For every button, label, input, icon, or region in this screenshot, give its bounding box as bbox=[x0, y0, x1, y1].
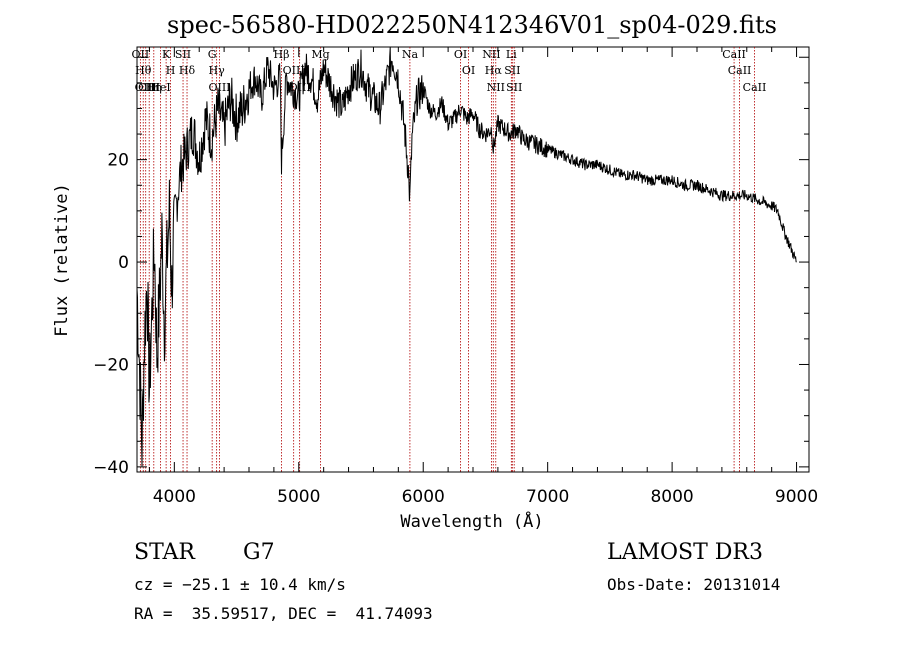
line-marker-label: OIII bbox=[208, 81, 230, 94]
x-axis-label: Wavelength (Å) bbox=[400, 510, 543, 532]
line-marker-label: OIII bbox=[138, 81, 160, 94]
line-marker-label: SII bbox=[506, 81, 522, 94]
line-marker-label: Hα bbox=[485, 64, 503, 77]
line-marker-label: NII bbox=[487, 81, 505, 94]
line-marker-label: CaII bbox=[743, 81, 767, 94]
line-marker-label: OIII bbox=[283, 64, 305, 77]
line-marker-label: Hδ bbox=[179, 64, 196, 77]
x-tick-label: 4000 bbox=[153, 487, 196, 507]
line-marker-label: HeI bbox=[150, 81, 170, 94]
line-marker-label: SII bbox=[504, 64, 520, 77]
line-marker-label: NII bbox=[482, 48, 500, 61]
redshift-velocity: cz = −25.1 ± 10.4 km/s bbox=[134, 575, 346, 594]
spectrum-line bbox=[136, 47, 797, 467]
line-marker-label: Hη bbox=[146, 81, 162, 94]
survey-release: LAMOST DR3 bbox=[607, 540, 763, 565]
x-tick-label: 8000 bbox=[650, 487, 693, 507]
line-marker-label: OII bbox=[132, 48, 150, 61]
spectral-subclass: G7 bbox=[243, 540, 275, 565]
line-marker-label: Hθ bbox=[135, 64, 152, 77]
line-marker-label: CaII bbox=[722, 48, 746, 61]
object-class: STAR bbox=[134, 540, 195, 565]
coordinates: RA = 35.59517, DEC = 41.74093 bbox=[134, 604, 433, 623]
emission-line-labels: OIIHθOIIIOIIIHηHeIKHSIIHδGHγOIIIHβOIIIOI… bbox=[132, 48, 767, 94]
line-marker-label: Mg bbox=[311, 48, 329, 61]
line-marker-label: SII bbox=[175, 48, 191, 61]
y-tick-label: −20 bbox=[93, 355, 129, 375]
y-axis-ticks: −40 −20 0 20 bbox=[93, 56, 809, 478]
chart-title: spec-56580-HD022250N412346V01_sp04-029.f… bbox=[167, 11, 777, 39]
line-marker-label: G bbox=[208, 48, 217, 61]
line-marker-label: OI bbox=[462, 64, 475, 77]
spectrum-chart: spec-56580-HD022250N412346V01_sp04-029.f… bbox=[52, 11, 818, 532]
line-marker-label: CaII bbox=[728, 64, 752, 77]
x-tick-label: 6000 bbox=[402, 487, 445, 507]
line-marker-label: Hβ bbox=[274, 48, 290, 61]
line-marker-label: Li bbox=[506, 48, 517, 61]
line-marker-label: Na bbox=[402, 48, 419, 61]
y-axis-label: Flux (relative) bbox=[52, 183, 72, 337]
line-marker-label: OIII bbox=[135, 81, 157, 94]
line-marker-label: K bbox=[162, 48, 171, 61]
plot-frame bbox=[136, 46, 810, 473]
x-tick-label: 5000 bbox=[277, 487, 320, 507]
line-marker-label: Hγ bbox=[209, 64, 226, 77]
x-tick-label: 9000 bbox=[775, 487, 818, 507]
x-axis-ticks: 4000 5000 6000 7000 8000 9000 bbox=[148, 47, 818, 507]
y-tick-label: 20 bbox=[107, 151, 129, 171]
y-tick-label: 0 bbox=[118, 253, 129, 273]
observation-date: Obs-Date: 20131014 bbox=[607, 575, 781, 594]
x-tick-label: 7000 bbox=[526, 487, 569, 507]
line-marker-label: OI bbox=[454, 48, 467, 61]
y-tick-label: −40 bbox=[93, 458, 129, 478]
line-marker-label: H bbox=[166, 64, 176, 77]
